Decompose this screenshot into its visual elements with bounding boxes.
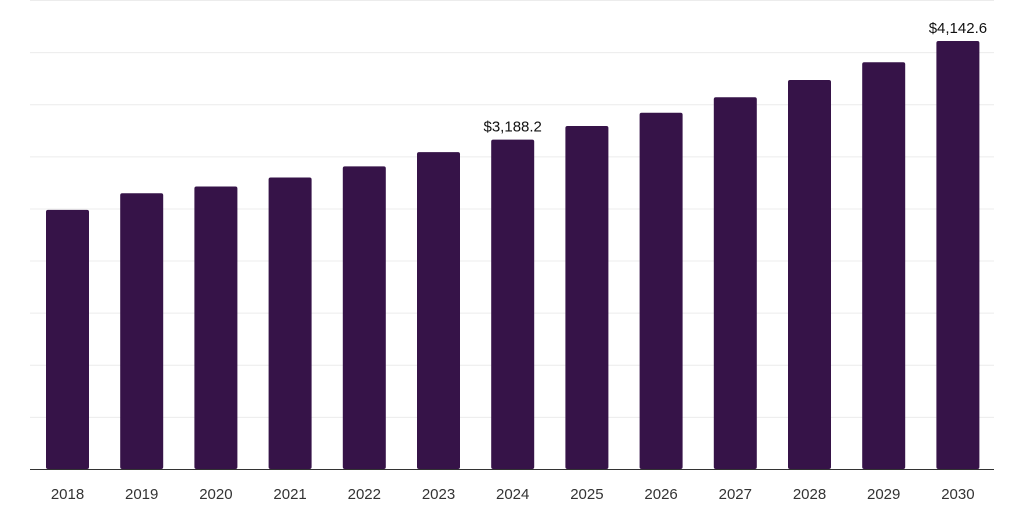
bar-2018 (46, 209, 89, 470)
bar-2028 (788, 80, 831, 469)
data-label-2024: $3,188.2 (484, 119, 542, 136)
bar-2022 (342, 166, 386, 470)
x-tick-label: 2022 (348, 486, 381, 503)
x-tick-label: 2025 (570, 486, 603, 503)
bar-2021 (268, 177, 312, 470)
bar-2030 (936, 41, 980, 470)
bar-2023 (417, 152, 460, 469)
bar-2019 (120, 193, 164, 469)
x-tick-label: 2027 (719, 486, 752, 503)
bar-2029 (862, 62, 906, 469)
bar-2027 (713, 97, 757, 470)
x-tick-label: 2019 (125, 486, 158, 503)
x-tick-label: 2029 (867, 486, 900, 503)
x-tick-label: 2026 (644, 486, 677, 503)
x-tick-label: 2023 (422, 486, 455, 503)
data-label-2030: $4,142.6 (929, 20, 987, 37)
x-axis-ticks: 2018 2019 2020 2021 2022 2023 2024 2025 2026 2027… (51, 486, 975, 503)
x-tick-label: 2030 (941, 486, 974, 503)
bar-2025 (565, 126, 609, 470)
bar-2024 (491, 139, 535, 469)
x-tick-label: 2028 (793, 486, 826, 503)
bar-2020 (194, 186, 238, 469)
data-labels: $3,188.2 $4,142.6 (484, 20, 988, 136)
bar-2026 (639, 112, 683, 470)
x-tick-label: 2021 (273, 486, 306, 503)
x-tick-label: 2024 (496, 486, 529, 503)
x-tick-label: 2020 (199, 486, 232, 503)
x-tick-label: 2018 (51, 486, 84, 503)
bars (46, 41, 980, 470)
